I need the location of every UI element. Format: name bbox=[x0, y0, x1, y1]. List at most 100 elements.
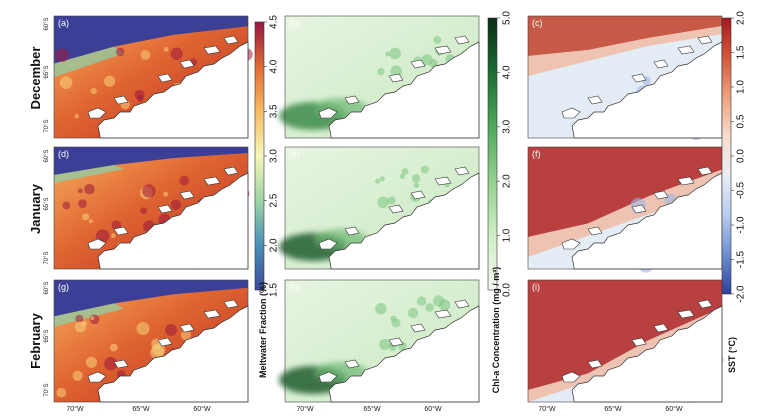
panel-frame bbox=[284, 15, 480, 139]
panel-letter: (g) bbox=[58, 282, 69, 292]
panel-letter: (a) bbox=[58, 18, 69, 28]
island-outline bbox=[344, 359, 360, 369]
svg-text:65°W: 65°W bbox=[363, 405, 381, 413]
colorbar-meltwater: 1.5 2.0 2.5 3.0 3.5 4.0 4.5 Meltwater Fraction… bbox=[254, 15, 280, 378]
chla-patch bbox=[401, 168, 409, 175]
map-panel-december-chla: (b) bbox=[279, 15, 480, 139]
colorbar-tick-label: 2.0 bbox=[502, 174, 513, 188]
island-outline bbox=[179, 323, 195, 333]
island-outline bbox=[587, 226, 603, 236]
panel-letter: (c) bbox=[532, 18, 543, 28]
island-outline bbox=[561, 107, 581, 119]
meltwater-patch bbox=[136, 322, 150, 336]
island-outline bbox=[653, 190, 669, 200]
panel-letter: (e) bbox=[289, 149, 300, 159]
island-outline bbox=[697, 299, 713, 309]
island-outline bbox=[113, 226, 129, 236]
transition-band bbox=[54, 46, 124, 78]
meltwater-patch bbox=[59, 76, 73, 90]
meltwater-patch bbox=[85, 356, 98, 368]
meltwater-patch bbox=[111, 220, 122, 230]
colorbar-tick-label: -1.0 bbox=[736, 216, 747, 234]
svg-text:70°S: 70°S bbox=[44, 383, 50, 396]
island-outline bbox=[454, 35, 470, 45]
island-outline bbox=[318, 238, 338, 250]
map-panel-february-meltwater: (g) bbox=[53, 279, 249, 403]
svg-text:70°S: 70°S bbox=[44, 251, 50, 264]
meltwater-patch bbox=[165, 324, 178, 337]
svg-text:60°S: 60°S bbox=[44, 281, 50, 294]
lon-labels-col-3: 70°W 65°W 60°W bbox=[538, 405, 683, 413]
meltwater-patch bbox=[180, 330, 191, 341]
colorbar-chla-title: Chl-a Concentration (mg / m³) bbox=[491, 267, 501, 394]
island-outline bbox=[157, 204, 173, 214]
meltwater-patch bbox=[90, 316, 95, 321]
svg-text:60°S: 60°S bbox=[44, 17, 50, 30]
meltwater-patch bbox=[95, 229, 110, 243]
panel-frame bbox=[53, 15, 249, 139]
meltwater-patch bbox=[170, 199, 182, 210]
island-outline bbox=[434, 45, 452, 55]
meltwater-patch bbox=[104, 356, 118, 371]
colorbar-sst-ramp bbox=[721, 17, 732, 295]
chla-patch bbox=[379, 338, 391, 350]
colorbar-meltwater-title: Meltwater Fraction (%) bbox=[258, 282, 268, 378]
meltwater-patch bbox=[75, 314, 84, 323]
row-label-february: February bbox=[28, 312, 43, 368]
svg-text:70°S: 70°S bbox=[44, 119, 50, 132]
island-outline bbox=[388, 337, 404, 347]
island-outline bbox=[179, 59, 195, 69]
open-ocean-low-fraction bbox=[54, 280, 248, 317]
svg-text:65°S: 65°S bbox=[44, 197, 50, 210]
colorbar-tick-label: 1.0 bbox=[502, 228, 513, 242]
meltwater-patch bbox=[140, 50, 151, 60]
island-outline bbox=[223, 299, 239, 309]
meltwater-patch bbox=[109, 343, 118, 352]
chla-patch bbox=[420, 165, 429, 174]
land-coastline bbox=[328, 172, 480, 270]
map-panel-february-sst: (i) bbox=[527, 279, 724, 403]
chla-patch bbox=[407, 307, 419, 319]
meltwater-patch bbox=[104, 75, 116, 87]
lon-labels-col-1: 70°W 65°W 60°W bbox=[66, 405, 211, 413]
chla-patch bbox=[387, 196, 396, 205]
colorbar-tick-label: 3.0 bbox=[502, 119, 513, 133]
colorbar-tick-label: 4.0 bbox=[502, 65, 513, 79]
island-outline bbox=[223, 166, 239, 176]
chla-patch bbox=[413, 182, 420, 188]
panel-frame bbox=[284, 279, 480, 403]
svg-text:70°W: 70°W bbox=[296, 405, 314, 413]
colorbar-tick-label: 1.0 bbox=[736, 80, 747, 94]
meltwater-patch bbox=[78, 199, 87, 209]
map-panel-december-meltwater: (a) bbox=[53, 15, 253, 139]
chla-patch bbox=[389, 47, 402, 60]
meltwater-patch bbox=[74, 114, 80, 119]
panel-frame bbox=[527, 279, 723, 403]
svg-text:65°W: 65°W bbox=[604, 405, 622, 413]
chla-patch bbox=[433, 35, 442, 44]
colorbar-chla-ticks: 0.0 1.0 2.0 3.0 4.0 5.0 bbox=[497, 11, 513, 297]
svg-text:65°S: 65°S bbox=[44, 329, 50, 342]
colorbar-meltwater-ramp bbox=[254, 21, 265, 291]
island-outline bbox=[631, 337, 647, 347]
meltwater-patch bbox=[88, 219, 93, 224]
land-coastline bbox=[571, 41, 723, 139]
meltwater-patch bbox=[150, 345, 165, 360]
sst-warm-water bbox=[528, 16, 722, 56]
island-outline bbox=[697, 166, 713, 176]
island-outline bbox=[677, 309, 695, 319]
colorbar-sst: -2.0 -1.5 -1.0 -0.5 0.0 0.5 1.0 1.5 2.0 SST (°C) bbox=[721, 11, 747, 373]
lat-labels-row-2: 60°S 65°S 70°S bbox=[44, 149, 50, 264]
chla-patch bbox=[377, 196, 389, 209]
island-outline bbox=[631, 204, 647, 214]
meltwater-patch bbox=[62, 201, 71, 210]
sst-mild-water bbox=[528, 169, 722, 257]
island-outline bbox=[454, 299, 470, 309]
meltwater-patch bbox=[56, 387, 67, 398]
island-outline bbox=[87, 238, 107, 250]
land-coastline bbox=[97, 172, 249, 270]
island-outline bbox=[113, 95, 129, 105]
sst-warm-water bbox=[528, 280, 722, 390]
lon-labels-col-2: 70°W 65°W 60°W bbox=[296, 405, 442, 413]
map-panel-december-sst: (c) bbox=[527, 15, 725, 141]
